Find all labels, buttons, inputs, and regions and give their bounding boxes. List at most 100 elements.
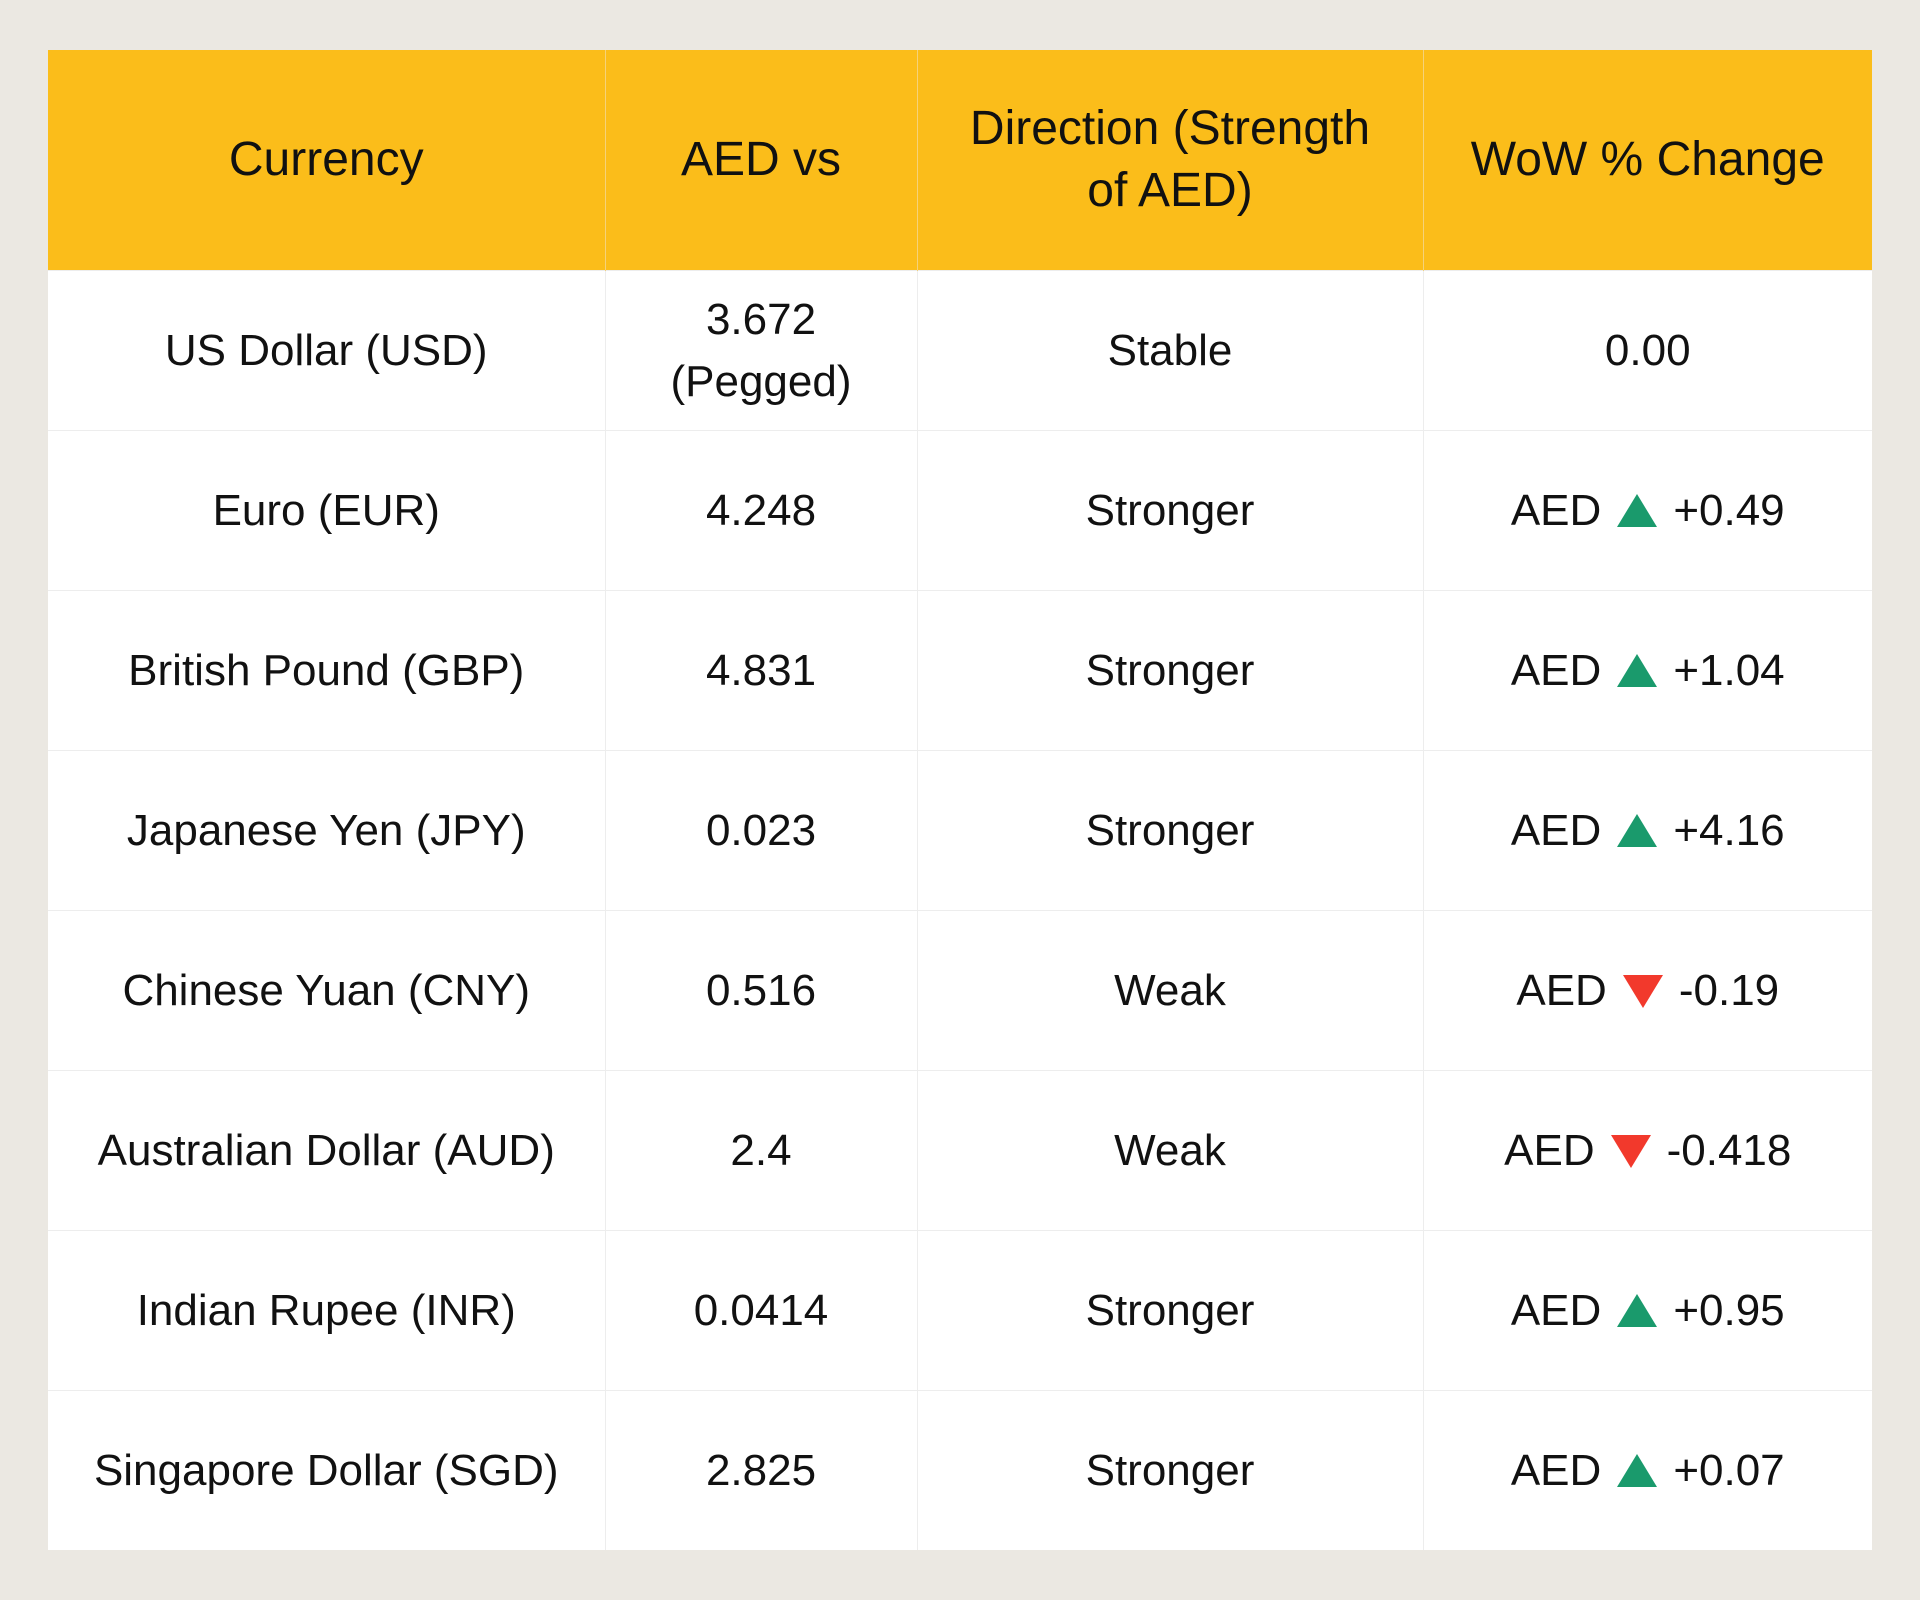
change-wrap: AED -0.418 [1504, 1120, 1791, 1182]
header-cell: Currency [48, 50, 605, 271]
change-value: 0.00 [1604, 325, 1691, 375]
change-prefix: AED [1510, 1445, 1602, 1495]
table-row: Euro (EUR) 4.248 Stronger AED +0.49 [48, 430, 1872, 591]
change-cell: 0.00 [1422, 270, 1872, 431]
cell-text: Stronger [1085, 1285, 1255, 1335]
table-cell: Australian Dollar (AUD) [48, 1070, 605, 1231]
arrow-shape [1617, 813, 1658, 847]
table-cell: 0.023 [604, 750, 917, 911]
currency-table: Currency AED vs Direction (Strength of AED… [48, 50, 1872, 1550]
change-prefix: AED [1510, 485, 1602, 535]
arrow-shape [1617, 493, 1658, 527]
cell-text: 0.516 [705, 965, 817, 1015]
table-row: Australian Dollar (AUD) 2.4 Weak AED -0.418 [48, 1070, 1872, 1231]
up-arrow [1617, 813, 1658, 847]
table-cell: 0.516 [604, 910, 917, 1071]
header-text: AED vs [680, 132, 842, 186]
table-header: Currency AED vs Direction (Strength of AED… [48, 50, 1872, 271]
table-cell: 3.672 (Pegged) [604, 270, 917, 431]
change-value: +4.16 [1673, 805, 1785, 855]
change-wrap: 0.00 [1605, 320, 1691, 382]
header-text: Direction (Strength of AED) [969, 101, 1371, 217]
header-text: WoW % Change [1470, 132, 1825, 186]
change-wrap: AED +0.07 [1511, 1440, 1785, 1502]
change-wrap: AED +0.49 [1511, 480, 1785, 542]
up-arrow [1617, 653, 1658, 687]
table-cell: Stronger [916, 1390, 1423, 1550]
arrow-shape [1617, 1293, 1658, 1327]
cell-text: Stronger [1085, 645, 1255, 695]
table-cell: Weak [916, 1070, 1423, 1231]
table-cell: Stronger [916, 750, 1423, 911]
cell-text: Stronger [1085, 805, 1255, 855]
change-wrap: AED +0.95 [1511, 1280, 1785, 1342]
cell-text: 0.0414 [693, 1285, 829, 1335]
change-prefix: AED [1516, 965, 1607, 1015]
change-cell: AED +4.16 [1422, 750, 1872, 911]
table-cell: 0.0414 [604, 1230, 917, 1391]
cell-text: Indian Rupee (INR) [136, 1285, 516, 1335]
table-cell: Stable [916, 270, 1423, 431]
table-cell: 2.825 [604, 1390, 917, 1550]
cell-text: 0.023 [705, 805, 817, 855]
cell-text: Stronger [1085, 1445, 1255, 1495]
table-cell: Stronger [916, 1230, 1423, 1391]
table-cell: Weak [916, 910, 1423, 1071]
table-cell: Stronger [916, 430, 1423, 591]
cell-text: 4.248 [705, 485, 817, 535]
change-value: +0.49 [1673, 485, 1785, 535]
change-value: +0.95 [1673, 1285, 1785, 1335]
table-cell: British Pound (GBP) [48, 590, 605, 751]
change-cell: AED +1.04 [1422, 590, 1872, 751]
arrow-shape [1617, 653, 1658, 687]
change-value: +1.04 [1673, 645, 1785, 695]
cell-text: 2.4 [730, 1125, 792, 1175]
change-value: -0.418 [1666, 1125, 1792, 1175]
cell-text: Weak [1114, 965, 1226, 1015]
up-arrow [1617, 493, 1658, 527]
change-wrap: AED -0.19 [1516, 960, 1779, 1022]
header-cell: AED vs [604, 50, 917, 271]
cell-text: Australian Dollar (AUD) [97, 1125, 555, 1175]
cell-text: Japanese Yen (JPY) [126, 805, 526, 855]
change-cell: AED +0.49 [1422, 430, 1872, 591]
change-wrap: AED +4.16 [1511, 800, 1785, 862]
header-text: Currency [228, 132, 424, 186]
cell-text: Weak [1114, 1125, 1226, 1175]
table-cell: US Dollar (USD) [48, 270, 605, 431]
change-cell: AED +0.95 [1422, 1230, 1872, 1391]
table-cell: Euro (EUR) [48, 430, 605, 591]
change-value: +0.07 [1673, 1445, 1785, 1495]
table-row: Indian Rupee (INR) 0.0414 Stronger AED +0.95 [48, 1230, 1872, 1391]
table-row: US Dollar (USD) 3.672 (Pegged) Stable 0.00 [48, 270, 1872, 431]
arrow-shape [1610, 1134, 1651, 1168]
change-prefix: AED [1504, 1125, 1595, 1175]
change-cell: AED +0.07 [1422, 1390, 1872, 1550]
table-row: Singapore Dollar (SGD) 2.825 Stronger AED +0… [48, 1390, 1872, 1550]
header-row: Currency AED vs Direction (Strength of AED… [48, 50, 1872, 271]
change-prefix: AED [1510, 805, 1602, 855]
header-cell: Direction (Strength of AED) [916, 50, 1423, 271]
cell-text: 3.672 (Pegged) [670, 294, 852, 406]
cell-text: Singapore Dollar (SGD) [93, 1445, 559, 1495]
table-row: Japanese Yen (JPY) 0.023 Stronger AED +4.16 [48, 750, 1872, 911]
header-cell: WoW % Change [1422, 50, 1872, 271]
arrow-shape [1622, 974, 1663, 1008]
table-cell: 4.831 [604, 590, 917, 751]
cell-text: Euro (EUR) [212, 485, 440, 535]
cell-text: US Dollar (USD) [164, 325, 488, 375]
cell-text: 2.825 [705, 1445, 817, 1495]
change-cell: AED -0.19 [1422, 910, 1872, 1071]
cell-text: Stable [1107, 325, 1233, 375]
down-arrow [1610, 1134, 1651, 1168]
up-arrow [1617, 1453, 1658, 1487]
cell-text: 4.831 [705, 645, 817, 695]
change-cell: AED -0.418 [1422, 1070, 1872, 1231]
table-row: British Pound (GBP) 4.831 Stronger AED +1.04 [48, 590, 1872, 751]
table-body: US Dollar (USD) 3.672 (Pegged) Stable 0.00 E… [48, 270, 1872, 1550]
table-cell: Indian Rupee (INR) [48, 1230, 605, 1391]
table-row: Chinese Yuan (CNY) 0.516 Weak AED -0.19 [48, 910, 1872, 1071]
arrow-shape [1617, 1453, 1658, 1487]
table-cell: Japanese Yen (JPY) [48, 750, 605, 911]
